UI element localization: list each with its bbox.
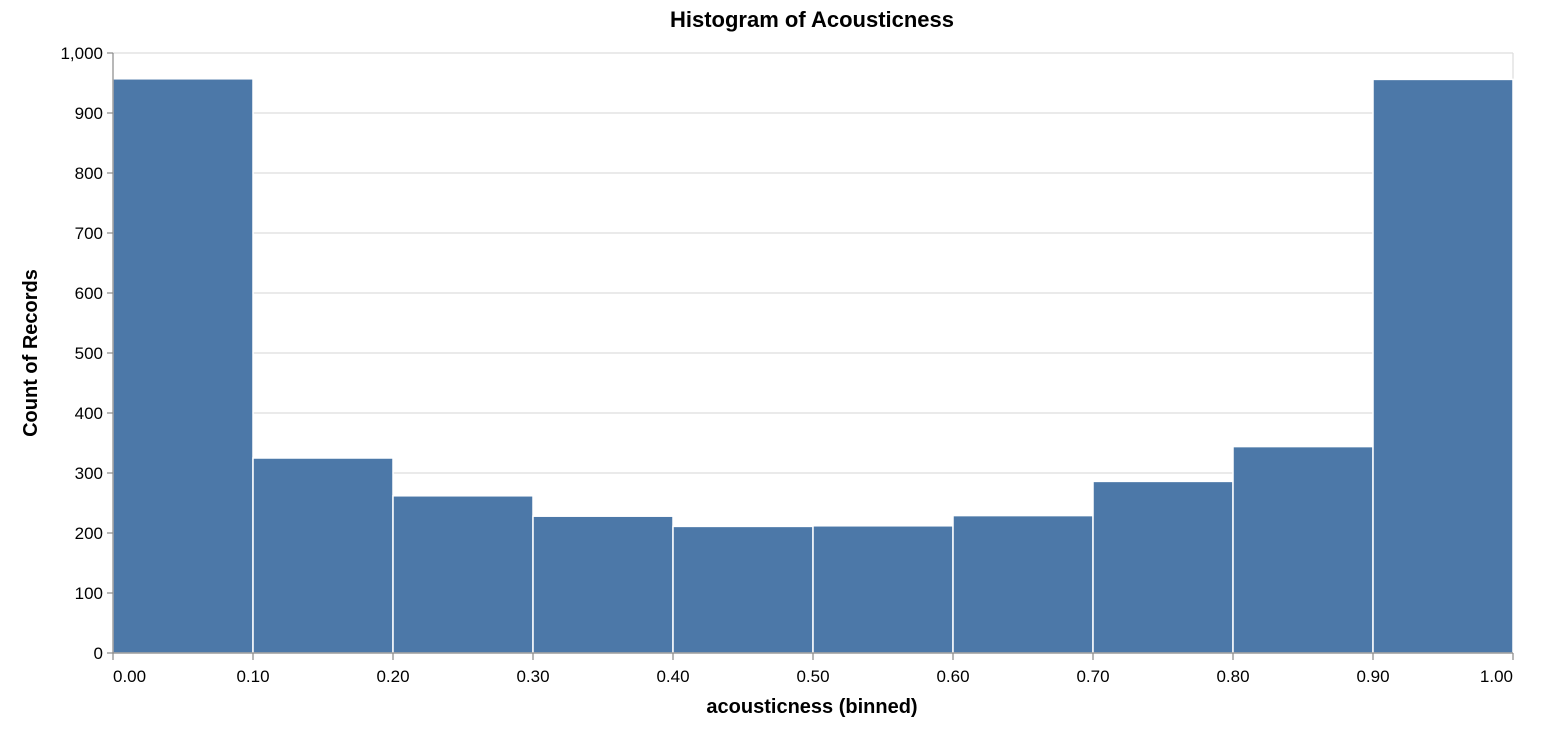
y-tick-label: 500 <box>75 344 103 363</box>
histogram-bar <box>1372 78 1514 654</box>
x-tick-label: 0.80 <box>1216 667 1249 686</box>
histogram-bar <box>252 457 394 654</box>
y-tick-label: 100 <box>75 584 103 603</box>
x-tick-label: 0.70 <box>1076 667 1109 686</box>
x-tick-label: 0.10 <box>236 667 269 686</box>
axes: 0 100 200 300 400 500 600 700 800 900 1,000 0.00 0.1… <box>60 44 1514 686</box>
y-tick-label: 600 <box>75 284 103 303</box>
x-tick-label: 0.50 <box>796 667 829 686</box>
x-tick-label: 1.00 <box>1480 667 1513 686</box>
x-tick-label: 0.30 <box>516 667 549 686</box>
x-tick-label: 0.40 <box>656 667 689 686</box>
histogram-bar <box>952 514 1094 654</box>
histogram-bar <box>112 78 254 654</box>
y-tick-label: 300 <box>75 464 103 483</box>
histogram-bar <box>812 525 954 654</box>
chart-title: Histogram of Acousticness <box>670 7 954 32</box>
x-tick-label: 0.20 <box>376 667 409 686</box>
x-tick-label: 0.00 <box>113 667 146 686</box>
x-axis-title: acousticness (binned) <box>706 696 917 718</box>
histogram-bar <box>672 525 814 654</box>
y-tick-label: 900 <box>75 104 103 123</box>
y-tick-label: 400 <box>75 404 103 423</box>
histogram-bar <box>1232 445 1374 654</box>
y-tick-label: 200 <box>75 524 103 543</box>
histogram-bar <box>392 495 534 654</box>
histogram-bar <box>1092 480 1234 654</box>
histogram-bar <box>532 515 674 654</box>
bars <box>112 78 1514 654</box>
y-tick-label: 700 <box>75 224 103 243</box>
x-tick-label: 0.90 <box>1356 667 1389 686</box>
y-tick-label: 800 <box>75 164 103 183</box>
x-tick-label: 0.60 <box>936 667 969 686</box>
y-tick-label: 0 <box>94 644 103 663</box>
y-tick-label: 1,000 <box>60 44 103 63</box>
y-axis-title: Count of Records <box>20 269 42 437</box>
